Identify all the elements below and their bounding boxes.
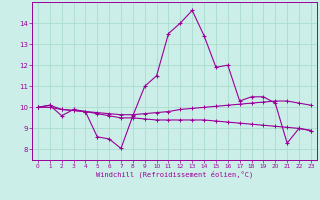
X-axis label: Windchill (Refroidissement éolien,°C): Windchill (Refroidissement éolien,°C)	[96, 171, 253, 178]
